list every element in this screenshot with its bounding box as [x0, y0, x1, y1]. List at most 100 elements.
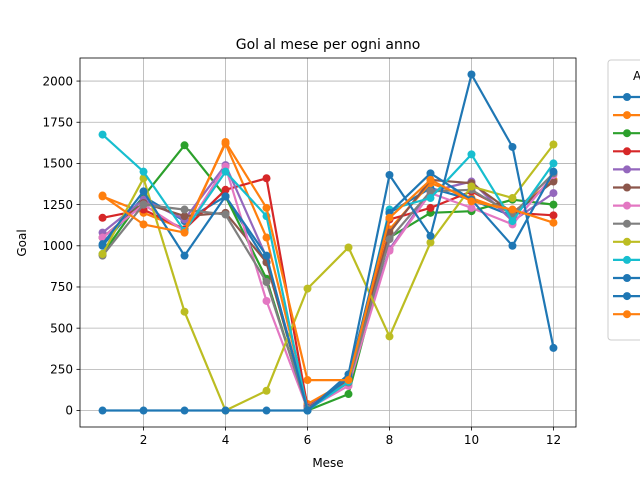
- data-point: [385, 213, 394, 222]
- legend-entries: [613, 93, 640, 319]
- data-point: [303, 406, 312, 415]
- data-point: [549, 218, 558, 227]
- y-tick-label: 1000: [42, 239, 73, 253]
- legend-entry: [613, 219, 640, 228]
- data-point: [180, 307, 189, 316]
- data-point: [303, 284, 312, 293]
- y-tick-label: 1750: [42, 115, 73, 129]
- series-13: [98, 138, 558, 385]
- x-tick-label: 8: [386, 433, 394, 447]
- data-point: [262, 203, 271, 212]
- data-point: [221, 185, 230, 194]
- data-point: [426, 194, 435, 203]
- legend: A: [607, 59, 640, 341]
- data-point: [98, 213, 107, 222]
- data-point: [221, 167, 230, 176]
- data-point: [549, 343, 558, 352]
- data-point: [262, 278, 271, 287]
- data-point: [344, 390, 353, 399]
- data-point: [98, 233, 107, 242]
- data-point: [180, 251, 189, 260]
- data-point: [98, 406, 107, 415]
- data-point: [467, 150, 476, 159]
- data-point: [549, 159, 558, 168]
- data-point: [426, 175, 435, 184]
- data-point: [180, 406, 189, 415]
- legend-marker: [623, 274, 631, 282]
- data-point: [139, 406, 148, 415]
- x-tick-label: 6: [304, 433, 312, 447]
- data-point: [467, 203, 476, 212]
- data-point: [98, 130, 107, 139]
- data-point: [385, 235, 394, 244]
- data-point: [385, 332, 394, 341]
- x-axis-label: Mese: [312, 456, 343, 470]
- data-point: [98, 250, 107, 259]
- y-tick-label: 750: [50, 280, 73, 294]
- legend-title: A: [633, 69, 640, 83]
- legend-entry: [613, 274, 640, 282]
- data-point: [508, 205, 517, 214]
- legend-entry: [613, 129, 640, 138]
- data-point: [221, 138, 230, 147]
- legend-marker: [623, 165, 631, 174]
- data-point: [262, 296, 271, 305]
- x-tick-label: 4: [222, 433, 230, 447]
- legend-entry: [613, 255, 640, 264]
- legend-entry: [613, 310, 640, 319]
- data-point: [344, 376, 353, 385]
- legend-entry: [613, 237, 640, 246]
- data-point: [508, 142, 517, 151]
- data-point: [98, 240, 107, 249]
- y-tick-label: 500: [50, 321, 73, 335]
- data-point: [262, 174, 271, 183]
- data-point: [139, 187, 148, 196]
- data-point: [385, 170, 394, 179]
- data-point: [180, 205, 189, 214]
- chart-title: Gol al mese per ogni anno: [236, 37, 421, 53]
- data-point: [180, 212, 189, 221]
- data-point: [426, 169, 435, 178]
- data-point: [426, 238, 435, 247]
- data-point: [426, 187, 435, 196]
- series-line: [102, 73, 555, 412]
- legend-entry: [613, 111, 640, 120]
- legend-marker: [623, 147, 631, 156]
- data-point: [180, 141, 189, 150]
- data-point: [262, 233, 271, 242]
- y-tick-label: 0: [65, 404, 73, 418]
- data-point: [549, 200, 558, 209]
- legend-marker: [623, 129, 631, 138]
- data-point: [549, 177, 558, 186]
- data-point: [344, 243, 353, 252]
- data-point: [221, 192, 230, 201]
- series-line: [101, 140, 554, 382]
- x-tick-label: 10: [464, 433, 479, 447]
- data-point: [139, 167, 148, 176]
- data-point: [221, 406, 230, 415]
- legend-marker: [623, 93, 631, 101]
- series-11: [98, 70, 558, 415]
- data-point: [549, 189, 558, 198]
- y-tick-label: 1250: [42, 198, 73, 212]
- data-point: [426, 203, 435, 212]
- legend-marker: [623, 111, 631, 120]
- axis-ticks: 2 4 6 8 10 12 0 250 500 750 1000 1250 1500 1750 2000: [42, 74, 561, 447]
- y-tick-label: 250: [50, 363, 73, 377]
- data-point: [180, 228, 189, 237]
- data-point: [549, 140, 558, 149]
- x-tick-label: 2: [140, 433, 148, 447]
- data-point: [549, 167, 558, 176]
- legend-marker: [623, 219, 631, 228]
- data-point: [467, 182, 476, 191]
- series-line: [101, 133, 555, 412]
- data-point: [139, 200, 148, 209]
- legend-box: [607, 59, 640, 341]
- legend-marker: [623, 292, 631, 301]
- data-point: [467, 70, 476, 79]
- data-point: [262, 386, 271, 395]
- legend-marker: [623, 201, 631, 210]
